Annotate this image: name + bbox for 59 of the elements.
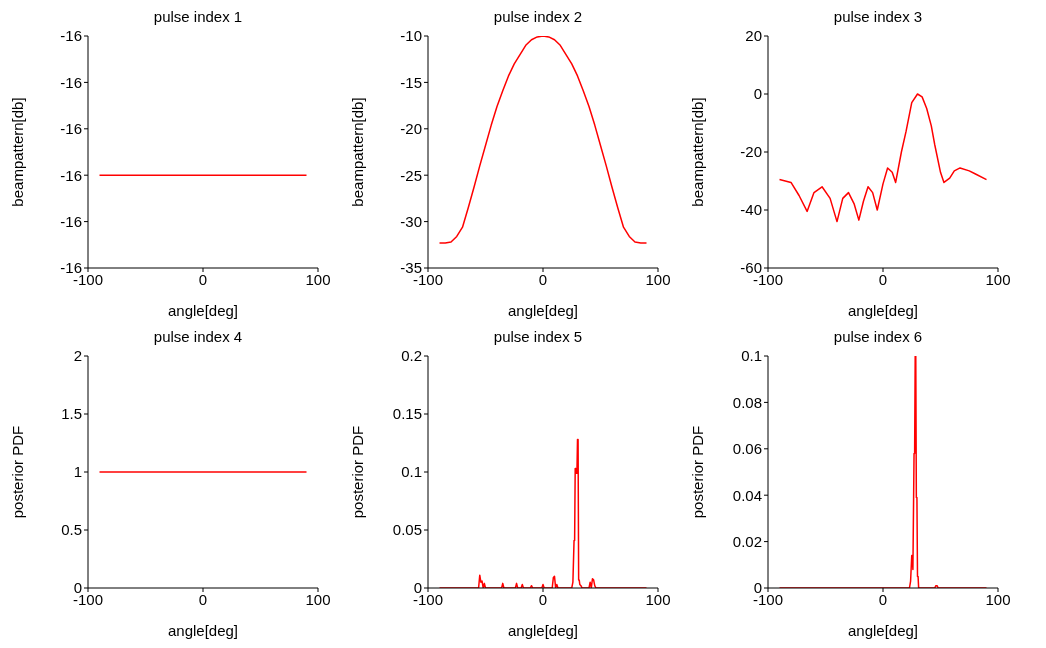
chart-title: pulse index 3 xyxy=(832,8,924,27)
chart-title: pulse index 5 xyxy=(492,328,584,347)
y-tick-label: 0.02 xyxy=(732,532,762,550)
x-axis-title: angle[deg] xyxy=(167,622,239,639)
x-axis-title: angle[deg] xyxy=(167,302,239,319)
x-tick-label: 100 xyxy=(645,270,671,288)
y-axis-title: posterior PDF xyxy=(689,425,707,519)
y-axis-title: beampattern[db] xyxy=(9,97,27,207)
x-tick-label: 100 xyxy=(305,270,331,288)
x-axis-title: angle[deg] xyxy=(507,622,579,639)
y-axis-title: beampattern[db] xyxy=(349,97,367,207)
x-tick-label: 0 xyxy=(538,590,548,608)
y-tick-label: 0.06 xyxy=(732,440,762,458)
y-tick-label: -30 xyxy=(400,212,422,230)
chart-title: pulse index 4 xyxy=(152,328,244,347)
y-tick-label: -16 xyxy=(60,27,82,45)
y-tick-label: -16 xyxy=(60,120,82,138)
x-tick-label: 100 xyxy=(985,270,1011,288)
y-tick-label: -25 xyxy=(400,166,422,184)
x-tick-label: 0 xyxy=(878,270,888,288)
y-tick-label: -20 xyxy=(400,120,422,138)
x-tick-label: 0 xyxy=(878,590,888,608)
y-tick-label: 0 xyxy=(753,85,762,103)
y-tick-label: 0.15 xyxy=(392,405,422,423)
chart-title: pulse index 6 xyxy=(832,328,924,347)
y-tick-label: 0.5 xyxy=(61,521,82,539)
x-axis-title: angle[deg] xyxy=(847,302,919,319)
y-tick-label: -16 xyxy=(60,73,82,91)
y-tick-label: 0.2 xyxy=(401,347,422,365)
x-tick-label: 0 xyxy=(198,590,208,608)
y-tick-label: 20 xyxy=(745,27,762,45)
y-axis-title: posterior PDF xyxy=(349,425,367,519)
y-tick-label: 0.05 xyxy=(392,521,422,539)
line-series xyxy=(438,36,648,244)
y-tick-label: -40 xyxy=(740,201,762,219)
y-axis-title: beampattern[db] xyxy=(689,97,707,207)
y-tick-label: 0.08 xyxy=(732,393,762,411)
x-tick-label: 0 xyxy=(538,270,548,288)
y-tick-label: -16 xyxy=(60,166,82,184)
x-tick-label: 0 xyxy=(198,270,208,288)
x-axis-title: angle[deg] xyxy=(847,622,919,639)
y-tick-label: 1.5 xyxy=(61,405,82,423)
chart-title: pulse index 1 xyxy=(152,8,244,27)
x-axis-title: angle[deg] xyxy=(507,302,579,319)
x-tick-label: 100 xyxy=(985,590,1011,608)
y-tick-label: 1 xyxy=(73,463,82,481)
y-tick-label: 2 xyxy=(73,347,82,365)
y-tick-label: 0.1 xyxy=(741,347,762,365)
y-tick-label: -15 xyxy=(400,73,422,91)
y-tick-label: -16 xyxy=(60,212,82,230)
y-axis-title: posterior PDF xyxy=(9,425,27,519)
line-series xyxy=(778,93,988,223)
y-tick-label: 0.04 xyxy=(732,486,762,504)
x-tick-label: 100 xyxy=(305,590,331,608)
x-tick-label: 100 xyxy=(645,590,671,608)
y-tick-label: 0.1 xyxy=(401,463,422,481)
y-tick-label: -10 xyxy=(400,27,422,45)
y-tick-label: -20 xyxy=(740,143,762,161)
chart-title: pulse index 2 xyxy=(492,8,584,27)
